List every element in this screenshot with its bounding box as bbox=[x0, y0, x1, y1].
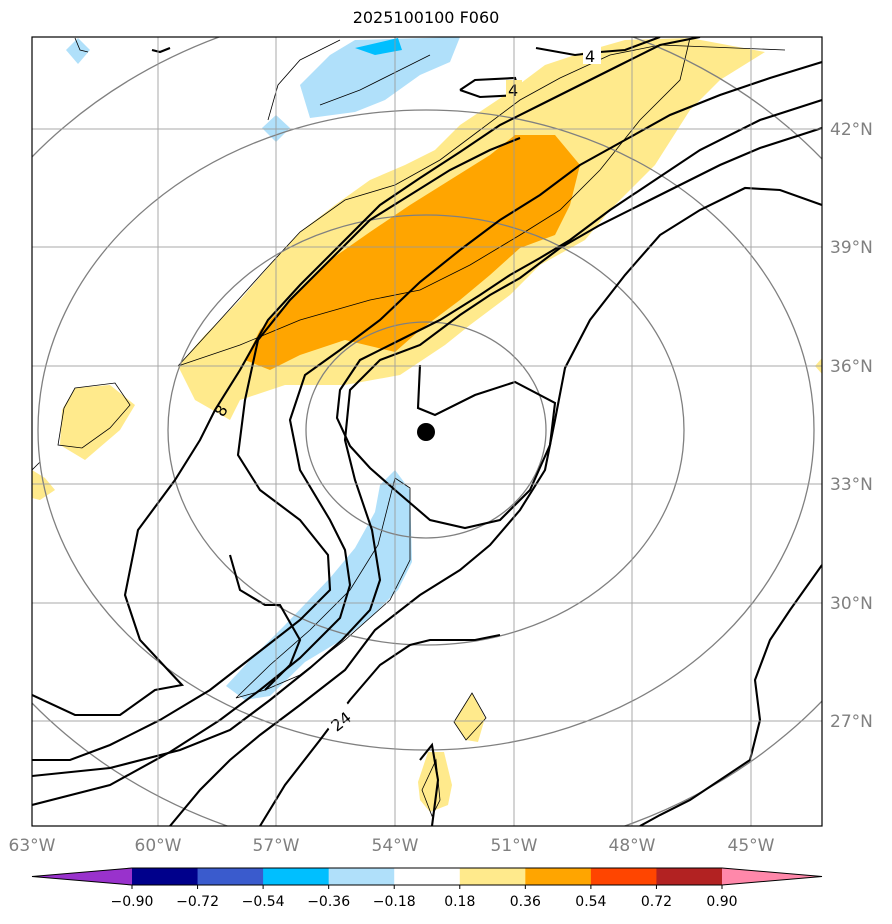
colorbar-extend-high bbox=[722, 868, 822, 885]
map-panel: 4 4 8 24 bbox=[32, 37, 822, 826]
colorbar-segment bbox=[394, 868, 461, 885]
colorbar-segment bbox=[656, 868, 723, 885]
contour-ninth bbox=[228, 554, 302, 691]
lon-tick-label: 60°W bbox=[135, 836, 182, 856]
thick-contours bbox=[32, 37, 822, 826]
colorbar-tick-label: 0.54 bbox=[575, 894, 606, 910]
contour-eighth bbox=[32, 137, 521, 762]
colorbar-tick-label: −0.54 bbox=[242, 894, 285, 910]
gridlines bbox=[32, 37, 822, 826]
lon-tick-label: 51°W bbox=[491, 836, 538, 856]
colorbar-tick-label: −0.18 bbox=[373, 894, 416, 910]
lon-tick-label: 54°W bbox=[372, 836, 419, 856]
lat-tick-labels: 42°N 39°N 36°N 33°N 30°N 27°N bbox=[830, 120, 873, 732]
storm-center-marker bbox=[417, 423, 435, 441]
lat-tick-label: 36°N bbox=[830, 357, 873, 377]
lon-tick-label: 48°W bbox=[609, 836, 656, 856]
colorbar-tick-label: −0.72 bbox=[176, 894, 219, 910]
colorbar-segment bbox=[525, 868, 592, 885]
contour-bottom-small bbox=[419, 742, 440, 826]
colorbar-tick-label: 0.90 bbox=[706, 894, 737, 910]
colorbar-segment bbox=[197, 868, 264, 885]
contour-third bbox=[32, 60, 822, 807]
positive-shade-west bbox=[60, 385, 135, 460]
lat-tick-label: 33°N bbox=[830, 475, 873, 495]
positive-shade-bottom bbox=[418, 752, 452, 812]
colorbar: −0.90 −0.72 −0.54 −0.36 −0.18 0.18 0.36 0.54 0.7… bbox=[31, 867, 823, 910]
contour-second bbox=[32, 127, 822, 778]
colorbar-segment bbox=[132, 868, 199, 885]
contour-labels: 4 4 8 24 bbox=[210, 46, 601, 739]
contour-seventh bbox=[32, 37, 701, 717]
negative-shade-north-core bbox=[355, 38, 402, 55]
colorbar-extend-low bbox=[32, 868, 132, 885]
contour-topleft-small bbox=[151, 47, 171, 54]
lon-tick-label: 45°W bbox=[728, 836, 775, 856]
lon-tick-labels: 63°W 60°W 57°W 54°W 51°W 48°W 45°W bbox=[9, 836, 775, 856]
colorbar-tick-label: 0.72 bbox=[641, 894, 672, 910]
positive-shade-core bbox=[245, 135, 580, 370]
colorbar-segment bbox=[263, 868, 330, 885]
map-title: 2025100100 F060 bbox=[352, 8, 500, 27]
lat-tick-label: 27°N bbox=[830, 712, 873, 732]
colorbar-tick-label: 0.36 bbox=[510, 894, 541, 910]
negative-shade-speck-1 bbox=[66, 38, 90, 64]
lat-tick-label: 42°N bbox=[830, 120, 873, 140]
contour-inner bbox=[335, 99, 822, 530]
contour-label-4-loop: 4 bbox=[508, 81, 518, 100]
colorbar-segment bbox=[590, 868, 657, 885]
colorbar-tick-label: 0.18 bbox=[444, 894, 475, 910]
contour-fourth bbox=[169, 186, 822, 826]
colorbar-tick-label: −0.36 bbox=[307, 894, 350, 910]
colorbar-tick-label: −0.90 bbox=[111, 894, 154, 910]
contour-sixth bbox=[259, 633, 501, 826]
lat-tick-label: 30°N bbox=[830, 594, 873, 614]
lat-tick-label: 39°N bbox=[830, 238, 873, 258]
thin-contours bbox=[32, 37, 786, 817]
lon-tick-label: 57°W bbox=[253, 836, 300, 856]
negative-shade-band bbox=[226, 470, 412, 700]
range-circles bbox=[32, 37, 822, 826]
lon-tick-label: 63°W bbox=[9, 836, 56, 856]
colorbar-segment bbox=[459, 868, 526, 885]
contour-label-4-top: 4 bbox=[585, 47, 595, 66]
map-frame bbox=[31, 36, 823, 827]
contour-fifth bbox=[639, 564, 822, 826]
colorbar-segment bbox=[328, 868, 395, 885]
positive-shade-south bbox=[454, 693, 485, 742]
